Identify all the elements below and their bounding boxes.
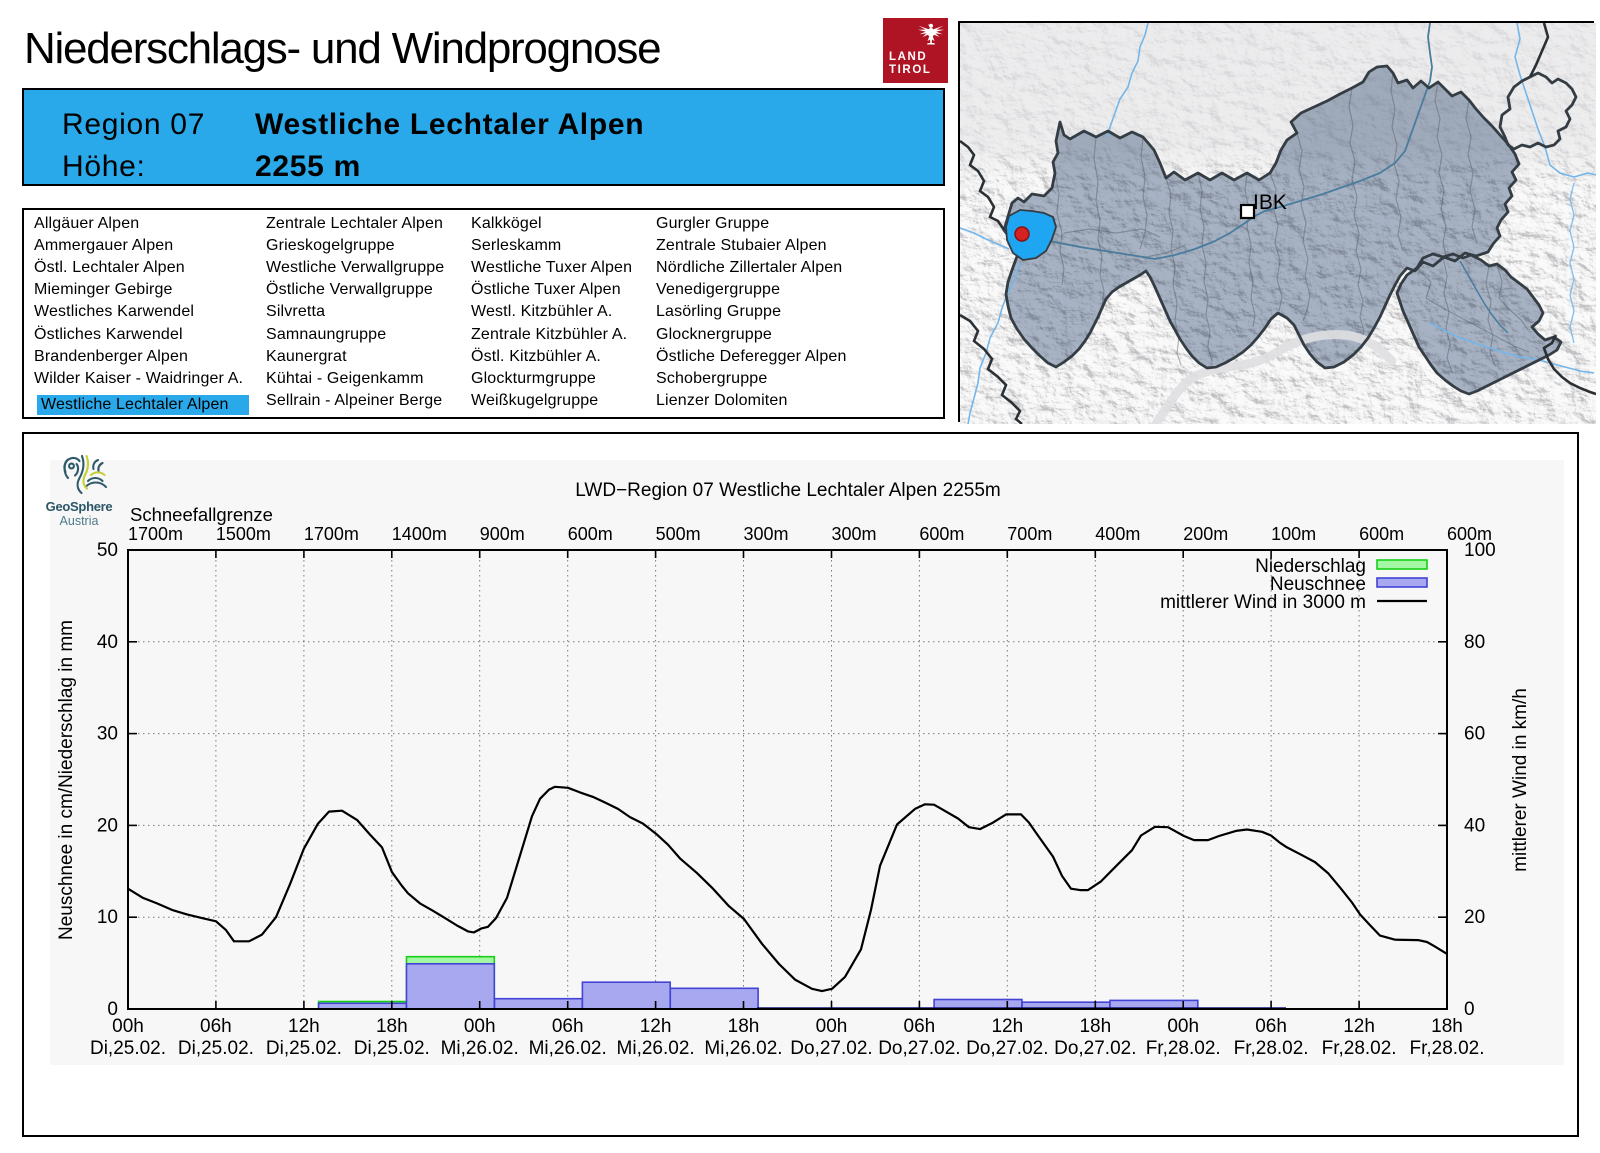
svg-text:IBK: IBK [1253,191,1287,214]
svg-text:Schneefallgrenze: Schneefallgrenze [130,504,273,525]
svg-text:900m: 900m [480,524,525,544]
svg-text:0: 0 [1464,999,1475,1020]
svg-text:06h: 06h [1255,1016,1287,1037]
svg-text:Do,27.02.: Do,27.02. [790,1038,872,1059]
svg-text:300m: 300m [744,524,789,544]
svg-text:20: 20 [1464,907,1485,928]
svg-text:Neuschnee in cm/Niederschlag i: Neuschnee in cm/Niederschlag in mm [56,620,77,940]
svg-text:200m: 200m [1183,524,1228,544]
svg-text:Do,27.02.: Do,27.02. [966,1038,1048,1059]
svg-text:1700m: 1700m [128,524,183,544]
svg-text:Niederschlag: Niederschlag [1255,556,1366,577]
svg-text:Do,27.02.: Do,27.02. [878,1038,960,1059]
svg-text:Mi,26.02.: Mi,26.02. [617,1038,695,1059]
svg-text:Neuschnee: Neuschnee [1270,574,1366,595]
svg-text:00h: 00h [112,1016,144,1037]
svg-text:18h: 18h [1431,1016,1463,1037]
svg-text:600m: 600m [1359,524,1404,544]
svg-text:Mi,26.02.: Mi,26.02. [704,1038,782,1059]
svg-text:Fr,28.02.: Fr,28.02. [1146,1038,1221,1059]
svg-text:1500m: 1500m [216,524,271,544]
svg-text:12h: 12h [288,1016,320,1037]
svg-text:1400m: 1400m [392,524,447,544]
svg-text:Di,25.02.: Di,25.02. [354,1038,430,1059]
svg-text:0: 0 [107,999,118,1020]
svg-text:600m: 600m [568,524,613,544]
svg-text:06h: 06h [200,1016,232,1037]
svg-text:LWD−Region 07 Westliche Lechta: LWD−Region 07 Westliche Lechtaler Alpen … [575,480,1000,501]
svg-text:06h: 06h [552,1016,584,1037]
svg-text:12h: 12h [991,1016,1023,1037]
svg-text:Fr,28.02.: Fr,28.02. [1234,1038,1309,1059]
svg-text:60: 60 [1464,724,1485,745]
svg-text:18h: 18h [1079,1016,1111,1037]
svg-text:mittlerer Wind in km/h: mittlerer Wind in km/h [1510,688,1531,872]
svg-text:06h: 06h [904,1016,936,1037]
svg-text:50: 50 [97,540,118,561]
svg-text:12h: 12h [640,1016,672,1037]
svg-text:18h: 18h [376,1016,408,1037]
svg-text:Fr,28.02.: Fr,28.02. [1322,1038,1397,1059]
svg-text:00h: 00h [816,1016,848,1037]
svg-text:Do,27.02.: Do,27.02. [1054,1038,1136,1059]
svg-text:700m: 700m [1007,524,1052,544]
svg-text:00h: 00h [1167,1016,1199,1037]
svg-text:40: 40 [97,632,118,653]
svg-text:Di,25.02.: Di,25.02. [178,1038,254,1059]
svg-text:Fr,28.02.: Fr,28.02. [1410,1038,1485,1059]
svg-text:600m: 600m [1447,524,1492,544]
svg-text:Mi,26.02.: Mi,26.02. [441,1038,519,1059]
svg-text:20: 20 [97,815,118,836]
svg-text:500m: 500m [656,524,701,544]
svg-text:mittlerer Wind in 3000 m: mittlerer Wind in 3000 m [1160,592,1366,613]
svg-text:18h: 18h [728,1016,760,1037]
svg-text:40: 40 [1464,815,1485,836]
svg-text:Di,25.02.: Di,25.02. [90,1038,166,1059]
svg-text:00h: 00h [464,1016,496,1037]
svg-text:400m: 400m [1095,524,1140,544]
svg-text:100: 100 [1464,540,1496,561]
svg-text:1700m: 1700m [304,524,359,544]
svg-text:Di,25.02.: Di,25.02. [266,1038,342,1059]
svg-text:30: 30 [97,724,118,745]
svg-text:Mi,26.02.: Mi,26.02. [529,1038,607,1059]
svg-text:80: 80 [1464,632,1485,653]
svg-text:12h: 12h [1343,1016,1375,1037]
svg-text:600m: 600m [919,524,964,544]
svg-text:300m: 300m [832,524,877,544]
svg-text:10: 10 [97,907,118,928]
svg-text:100m: 100m [1271,524,1316,544]
